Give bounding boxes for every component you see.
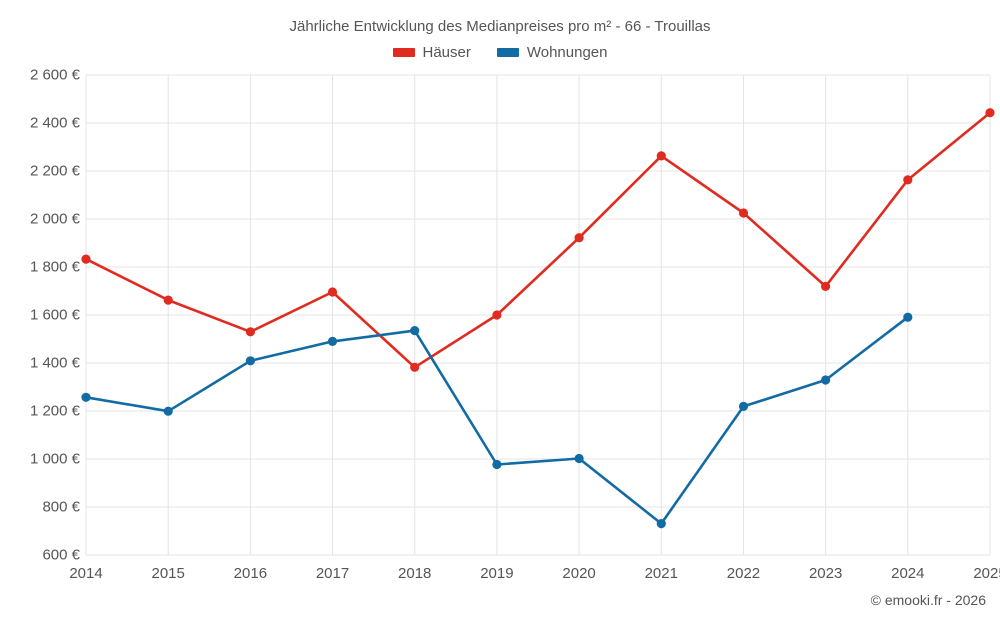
data-point-wohnungen[interactable] <box>327 336 338 346</box>
data-point-wohnungen[interactable] <box>903 312 913 322</box>
x-axis-tick-label: 2017 <box>315 565 350 582</box>
data-point-wohnungen[interactable] <box>738 401 749 411</box>
y-axis-tick-label: 600 € <box>42 546 80 564</box>
chart-title: Jährliche Entwicklung des Medianpreises … <box>289 18 711 35</box>
x-axis-tick-label: 2022 <box>726 565 761 582</box>
data-point-wohnungen[interactable] <box>81 392 91 402</box>
data-point-häuser[interactable] <box>81 254 91 264</box>
y-axis-tick-label: 2 400 € <box>29 114 80 132</box>
legend-swatch-wohnungen <box>496 48 519 57</box>
data-point-wohnungen[interactable] <box>245 356 255 366</box>
x-axis-tick-label: 2019 <box>480 565 514 582</box>
y-axis-tick-label: 1 200 € <box>29 402 80 420</box>
y-axis-tick-label: 1 400 € <box>29 354 80 372</box>
copyright-credit: © emooki.fr - 2026 <box>870 592 986 608</box>
data-point-häuser[interactable] <box>492 310 502 320</box>
x-axis-tick-label: 2021 <box>644 565 678 582</box>
y-axis-tick-label: 2 000 € <box>29 210 80 228</box>
data-point-häuser[interactable] <box>163 295 173 305</box>
y-axis-tick-label: 1 600 € <box>29 306 80 324</box>
x-axis-tick-label: 2016 <box>233 565 268 582</box>
x-axis-tick-label: 2014 <box>69 565 103 582</box>
data-point-häuser[interactable] <box>327 287 338 297</box>
data-point-häuser[interactable] <box>656 151 666 161</box>
legend-item-wohnungen[interactable]: Wohnungen <box>496 44 608 61</box>
data-point-wohnungen[interactable] <box>410 326 420 336</box>
x-axis-tick-label: 2025 <box>973 565 1000 582</box>
data-point-häuser[interactable] <box>821 281 831 291</box>
data-point-wohnungen[interactable] <box>821 375 831 385</box>
y-axis-tick-label: 2 200 € <box>29 162 80 180</box>
data-point-wohnungen[interactable] <box>492 459 502 470</box>
data-point-häuser[interactable] <box>574 233 584 243</box>
data-point-häuser[interactable] <box>903 175 913 185</box>
gridlines <box>85 74 991 556</box>
data-point-wohnungen[interactable] <box>163 406 173 416</box>
data-point-häuser[interactable] <box>245 327 255 337</box>
legend-label-wohnungen: Wohnungen <box>526 44 608 61</box>
data-point-wohnungen[interactable] <box>656 519 666 529</box>
x-axis-tick-label: 2024 <box>891 565 925 582</box>
data-point-häuser[interactable] <box>985 108 995 118</box>
y-axis-tick-label: 1 000 € <box>29 450 80 468</box>
x-axis-tick-label: 2015 <box>151 565 185 582</box>
data-point-wohnungen[interactable] <box>574 453 584 464</box>
y-axis-tick-label: 800 € <box>42 498 80 516</box>
legend-item-hauser[interactable]: Häuser <box>392 44 471 61</box>
legend-swatch-hauser <box>392 48 415 57</box>
x-axis-tick-label: 2020 <box>562 565 596 582</box>
data-point-häuser[interactable] <box>410 362 420 372</box>
legend-label-hauser: Häuser <box>422 44 471 61</box>
y-axis-tick-label: 2 600 € <box>29 66 80 84</box>
chart-legend: Häuser Wohnungen <box>0 44 1000 61</box>
x-axis-tick-label: 2023 <box>808 565 843 582</box>
series-layer <box>81 108 995 529</box>
y-axis-tick-label: 1 800 € <box>29 258 80 276</box>
series-line-häuser <box>84 111 992 369</box>
data-point-häuser[interactable] <box>738 208 749 218</box>
y-axis-labels: 600 € 800 € 1 000 € 1 200 € 1 400 € 1 600 € 1 … <box>0 0 80 625</box>
x-axis-tick-label: 2018 <box>398 565 432 582</box>
